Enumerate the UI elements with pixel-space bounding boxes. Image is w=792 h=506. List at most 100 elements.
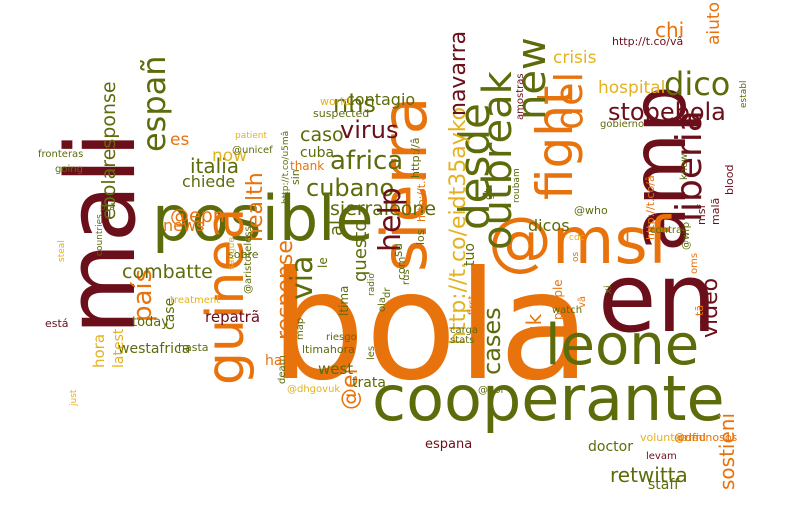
word-contra-94: contra <box>650 225 683 236</box>
word-est-63: está <box>45 317 69 330</box>
word-aiuto-46: aiuto <box>704 2 724 45</box>
word-first-80: first <box>467 295 478 315</box>
word-virus-20: virus <box>340 116 399 144</box>
word-sangue-115: sangue <box>227 237 237 270</box>
word-cubano-21: cubano <box>306 174 395 202</box>
word-ebolaresponse-33: ebolaresponse <box>98 81 120 220</box>
word-italia-31: italia <box>190 154 240 178</box>
word-su-119: su <box>391 243 405 257</box>
word-world-73: world <box>320 95 351 108</box>
word-hora-60: hora <box>90 333 108 368</box>
word-news-29: news <box>163 216 205 235</box>
word-cases-49: cases <box>478 307 506 375</box>
word-del-14: del <box>547 71 591 130</box>
word-los-71: los <box>414 229 427 245</box>
word-http-t-co-u5m-109: http://t.co/u5mâ <box>281 130 291 204</box>
word-dr-124: dr <box>382 287 393 298</box>
word-roubam-104: roubam <box>512 168 522 203</box>
word-http-t-co-v-47: http://t.co/vâ <box>612 35 684 48</box>
word-who-134: @who <box>574 204 608 217</box>
word-repatr-65: repatrã <box>205 308 261 326</box>
word-epn-28: @epn <box>170 205 225 227</box>
word-sobre-110: sobre <box>228 248 259 261</box>
word-rus-121: rus <box>401 269 412 285</box>
word-riesgo-91: riesgo <box>326 332 357 343</box>
word-sierraleone-23: sierraleone <box>330 198 437 220</box>
word-espana-55: espana <box>425 437 473 452</box>
word-levam-83: levam <box>646 451 677 462</box>
word-west-57: west <box>318 360 354 378</box>
word-patient-107: patient <box>235 131 268 141</box>
word-gt-70: gt <box>482 188 495 200</box>
word-volunteers-81: volunteers <box>640 431 699 444</box>
word-carga-78: carga <box>450 325 479 336</box>
word-gobierno-102: gobierno <box>600 119 645 130</box>
word-dico-17: dico <box>664 65 731 103</box>
word-thank-75: thank <box>290 159 325 173</box>
word-leone-8: leone <box>545 313 700 378</box>
word-xi-129: xi <box>603 285 614 294</box>
word-nhs-22: nhs <box>333 90 376 118</box>
word-sostieni-52: sostieni <box>715 412 739 490</box>
word-msf-97: msf <box>695 204 708 225</box>
word-countries-111: countries <box>95 214 105 256</box>
word-espa-16: españ <box>135 55 173 152</box>
word-amostras-103: amostras <box>515 73 526 120</box>
word-criminosos-82: criminosos <box>678 431 738 444</box>
word-retwitta-51: retwitta <box>610 463 688 487</box>
word-dfid-84: @dfid <box>674 431 706 444</box>
word-posible-3: posible <box>152 182 374 255</box>
word-dicos-69: dicos <box>528 216 570 235</box>
word-aristotelessd-116: @aristotelessd <box>243 219 254 294</box>
word-al-126: al <box>326 219 347 236</box>
word-le-125: le <box>316 257 330 268</box>
word-ola-122: ola <box>377 296 388 312</box>
word-just-113: just <box>69 389 79 406</box>
word-hasta-62: hasta <box>178 341 209 354</box>
word-blood-99: blood <box>723 164 736 195</box>
word-steal-112: steal <box>57 240 67 262</box>
word-t-128: tã <box>693 304 706 316</box>
word-uol-85: @uol <box>478 385 504 396</box>
word-bola-0: bola <box>270 240 591 414</box>
word-latest-61: latest <box>111 328 127 368</box>
word-cdc-131: cdc <box>569 233 585 243</box>
word-mal-98: malã <box>709 197 722 225</box>
word-ltimahora-86: ltimahora <box>302 343 355 356</box>
word-westafrica-58: westafrica <box>118 341 191 357</box>
word-navarra-39: navarra <box>446 30 471 116</box>
word-http-t-117: http://t.ã <box>415 173 428 222</box>
word-sin-76: sin <box>289 169 302 185</box>
word-watch-93: watch <box>552 305 583 316</box>
word-stopebola-18: stopebola <box>608 98 726 126</box>
word-crisis-44: crisis <box>553 48 597 68</box>
word-fronteras-105: fronteras <box>38 149 84 160</box>
word-staff-53: staff <box>648 477 680 493</box>
word-map-88: map <box>295 317 306 340</box>
word-cooperante-1: cooperante <box>372 362 725 435</box>
word-hospital-43: hospital <box>598 78 666 98</box>
word-oms-95: oms <box>689 252 700 274</box>
word-caso-40: caso <box>300 124 344 146</box>
word-today-59: today <box>132 315 169 330</box>
word-tuo-67: tuo <box>462 243 478 266</box>
word-stats-79: stats <box>450 335 475 346</box>
word-suspected-74: suspected <box>313 107 370 120</box>
word-os-130: os <box>571 251 581 262</box>
word-doctor-54: doctor <box>588 439 633 455</box>
word-wfp-96: @wfp <box>681 221 692 250</box>
word-http-118: http://â <box>409 137 422 178</box>
word-pr-114: prâ <box>100 203 115 213</box>
word-response-36: response <box>273 240 298 340</box>
word-now-35: now <box>212 146 248 166</box>
word-know-101: know <box>679 153 690 180</box>
word-chi-45: chi <box>655 18 685 42</box>
word-contagio-42: contagio <box>346 90 416 109</box>
word-ll-133: ll <box>620 228 631 249</box>
word-ha-92: ha <box>265 353 283 369</box>
word-les-90: les <box>366 345 377 360</box>
word-chiede-32: chiede <box>182 172 236 191</box>
word-establ-100: establ <box>739 80 749 108</box>
word-cuba-41: cuba <box>300 145 335 161</box>
